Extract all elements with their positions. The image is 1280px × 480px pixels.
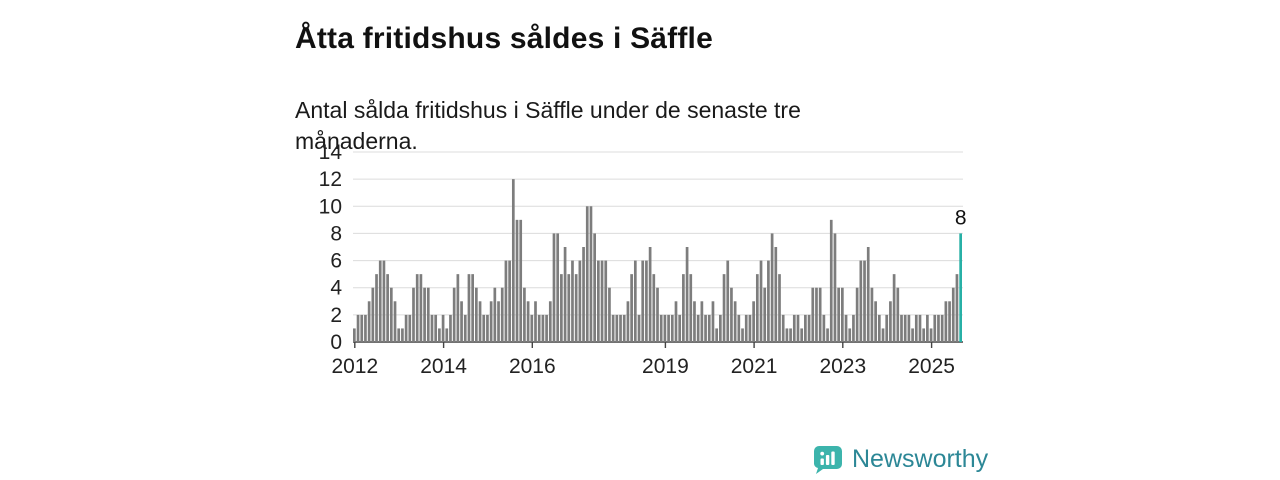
svg-text:2: 2 xyxy=(330,304,342,327)
brand-name: Newsworthy xyxy=(852,445,989,473)
svg-text:8: 8 xyxy=(330,222,342,245)
brand-footer: Newsworthy xyxy=(812,444,988,475)
chart-subtitle: Antal sålda fritidshus i Säffle under de… xyxy=(295,97,801,155)
svg-text:8: 8 xyxy=(955,206,967,229)
svg-text:2025: 2025 xyxy=(908,355,955,378)
svg-text:14: 14 xyxy=(319,141,343,164)
svg-text:2019: 2019 xyxy=(642,355,689,378)
svg-text:12: 12 xyxy=(319,168,342,191)
svg-text:2014: 2014 xyxy=(420,355,467,378)
svg-text:0: 0 xyxy=(330,331,342,354)
bar-chart-bubble-icon xyxy=(814,446,842,474)
svg-text:6: 6 xyxy=(330,250,342,273)
bar-chart: 0 2 4 6 8 10 12 14 2012 2014 2016 2019 2021 2023 2025 8 xyxy=(319,141,967,378)
svg-text:4: 4 xyxy=(330,277,342,300)
svg-text:10: 10 xyxy=(319,195,342,218)
chart-title: Åtta fritidshus såldes i Säffle xyxy=(295,22,713,56)
svg-text:2021: 2021 xyxy=(731,355,778,378)
svg-text:2023: 2023 xyxy=(819,355,866,378)
svg-text:2016: 2016 xyxy=(509,355,556,378)
chart-area: 0 2 4 6 8 10 12 14 2012 2014 2016 2019 2021 2023 2025 8 xyxy=(295,138,985,383)
svg-text:2012: 2012 xyxy=(331,355,378,378)
